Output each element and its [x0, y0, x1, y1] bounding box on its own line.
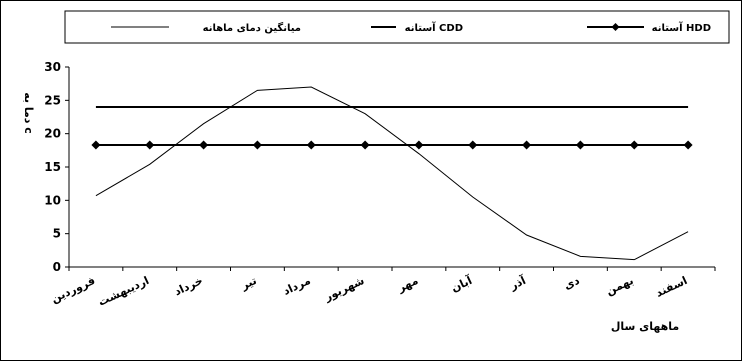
series-line-0 — [96, 87, 688, 260]
x-tick-label: مهر — [395, 274, 420, 295]
hdd-point — [91, 141, 100, 150]
y-tick-label: 15 — [44, 160, 61, 174]
y-tick-label: 0 — [53, 260, 61, 274]
hdd-point — [145, 141, 154, 150]
x-tick-label: بهمن — [604, 274, 635, 298]
y-tick-label: 30 — [44, 60, 61, 74]
y-tick-label: 5 — [53, 227, 61, 241]
x-tick-label: مرداد — [281, 274, 313, 298]
hdd-point — [307, 141, 316, 150]
legend-label: آستانه CDD — [405, 21, 463, 34]
x-tick-label: دی — [562, 274, 582, 293]
hdd-point — [253, 141, 262, 150]
y-tick-label: 25 — [44, 93, 61, 107]
hdd-point — [630, 141, 639, 150]
x-tick-label: اردیبهشت — [96, 274, 151, 309]
hdd-point — [684, 141, 693, 150]
legend: میانگین دمای ماهانه آستانه CDD آستانه HDD — [65, 11, 729, 43]
legend-label: میانگین دمای ماهانه — [203, 21, 301, 34]
hdd-point — [414, 141, 423, 150]
axes — [69, 67, 715, 267]
x-tick-label: فروردین — [49, 274, 97, 306]
y-tick-label: 10 — [44, 193, 61, 207]
y-ticks: 0 5 10 15 20 25 30 — [44, 60, 69, 274]
x-tick-label: تیر — [238, 274, 258, 293]
x-tick-label: خرداد — [172, 274, 205, 298]
series-group — [91, 87, 692, 260]
x-tick-label: اسفند — [654, 274, 690, 300]
x-tick-label: آذر — [507, 273, 528, 293]
hdd-point — [522, 141, 531, 150]
hdd-point — [361, 141, 370, 150]
y-axis-label: دما به c — [22, 92, 35, 134]
hdd-point — [576, 141, 585, 150]
hdd-point — [199, 141, 208, 150]
x-tick-label: آبان — [449, 273, 475, 295]
legend-label: آستانه HDD — [652, 21, 711, 34]
x-axis-label: ماههای سال — [611, 320, 679, 333]
y-tick-label: 20 — [44, 127, 61, 141]
hdd-point — [468, 141, 477, 150]
x-tick-label: شهریور — [322, 274, 367, 304]
